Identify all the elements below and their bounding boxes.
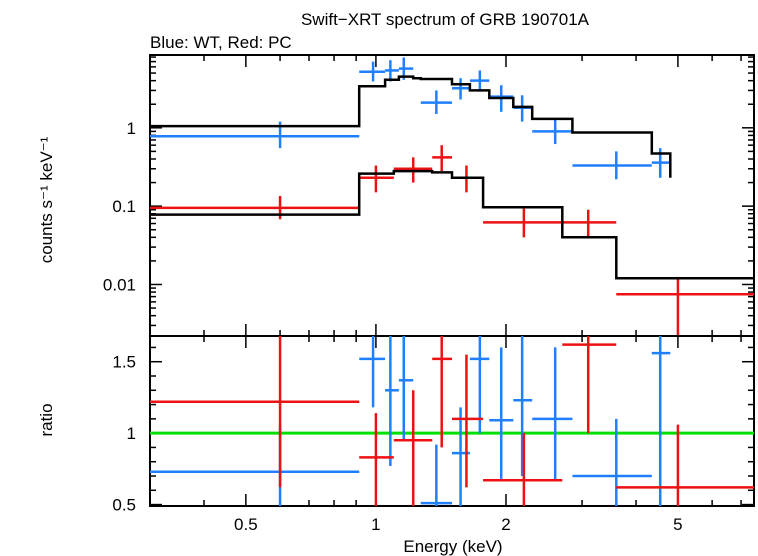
chart-subtitle: Blue: WT, Red: PC <box>150 33 292 52</box>
data-point <box>562 209 617 238</box>
data-point <box>452 354 484 488</box>
data-point <box>385 336 399 466</box>
data-point <box>483 433 563 506</box>
data-point <box>513 336 533 476</box>
data-point <box>469 70 490 92</box>
ratio-panel: 0.5 1 2 5 0.5 1 1.5 <box>112 335 755 534</box>
data-point <box>483 208 563 238</box>
y-tick-label: 1 <box>127 119 136 138</box>
y-tick-label: 1 <box>127 424 136 443</box>
data-point <box>420 90 452 115</box>
data-point <box>532 118 573 145</box>
x-tick-label: 0.5 <box>234 515 258 534</box>
ratio-y-axis-label: ratio <box>37 403 56 436</box>
spectrum-y-axis-label: counts s⁻¹ keV⁻¹ <box>37 136 56 263</box>
x-tick-label: 2 <box>501 515 510 534</box>
y-tick-label: 0.1 <box>112 197 136 216</box>
data-point <box>452 78 470 100</box>
data-point <box>359 165 394 193</box>
x-axis-label: Energy (keV) <box>403 537 502 556</box>
data-point <box>359 336 386 408</box>
plot-frame <box>149 335 755 507</box>
data-point <box>513 95 533 122</box>
data-point <box>616 276 754 336</box>
data-point <box>359 61 386 82</box>
chart-title: Swift−XRT spectrum of GRB 190701A <box>301 10 590 29</box>
data-point <box>393 390 433 506</box>
y-tick-label: 1.5 <box>112 353 136 372</box>
data-point <box>562 336 617 434</box>
data-point <box>398 336 414 441</box>
data-point <box>572 418 652 506</box>
data-point <box>150 336 360 488</box>
model-line <box>150 169 754 280</box>
x-tick-label: 5 <box>673 515 682 534</box>
data-point <box>385 60 399 82</box>
data-point <box>150 426 360 506</box>
data-point <box>359 413 394 506</box>
data-point <box>469 336 490 434</box>
y-tick-label: 0.5 <box>112 496 136 515</box>
data-point <box>489 347 514 479</box>
data-point <box>432 336 452 448</box>
data-point <box>532 347 573 481</box>
y-tick-label: 0.01 <box>103 275 136 294</box>
data-point <box>651 336 671 506</box>
spectrum-panel: 0.01 0.1 1 <box>103 54 755 337</box>
data-point <box>420 444 452 506</box>
data-point <box>572 151 652 180</box>
x-tick-label: 1 <box>371 515 380 534</box>
data-point <box>616 424 754 506</box>
data-point <box>432 145 452 172</box>
model-line <box>150 75 672 178</box>
